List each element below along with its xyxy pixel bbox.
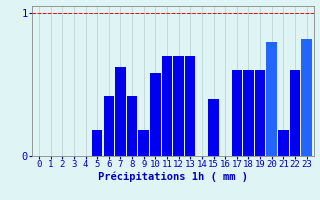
Bar (115, 67, 126, 156)
Bar (92, 130, 102, 156)
Bar (208, 99, 219, 156)
Bar (185, 56, 196, 156)
Bar (150, 73, 161, 156)
Bar (301, 39, 312, 156)
Bar (104, 96, 114, 156)
Bar (173, 56, 184, 156)
Bar (232, 70, 242, 156)
Bar (162, 56, 172, 156)
X-axis label: Précipitations 1h ( mm ): Précipitations 1h ( mm ) (98, 172, 248, 182)
Bar (139, 130, 149, 156)
Bar (278, 130, 289, 156)
Bar (267, 42, 277, 156)
Bar (255, 70, 265, 156)
Bar (127, 96, 137, 156)
Bar (290, 70, 300, 156)
Bar (243, 70, 254, 156)
